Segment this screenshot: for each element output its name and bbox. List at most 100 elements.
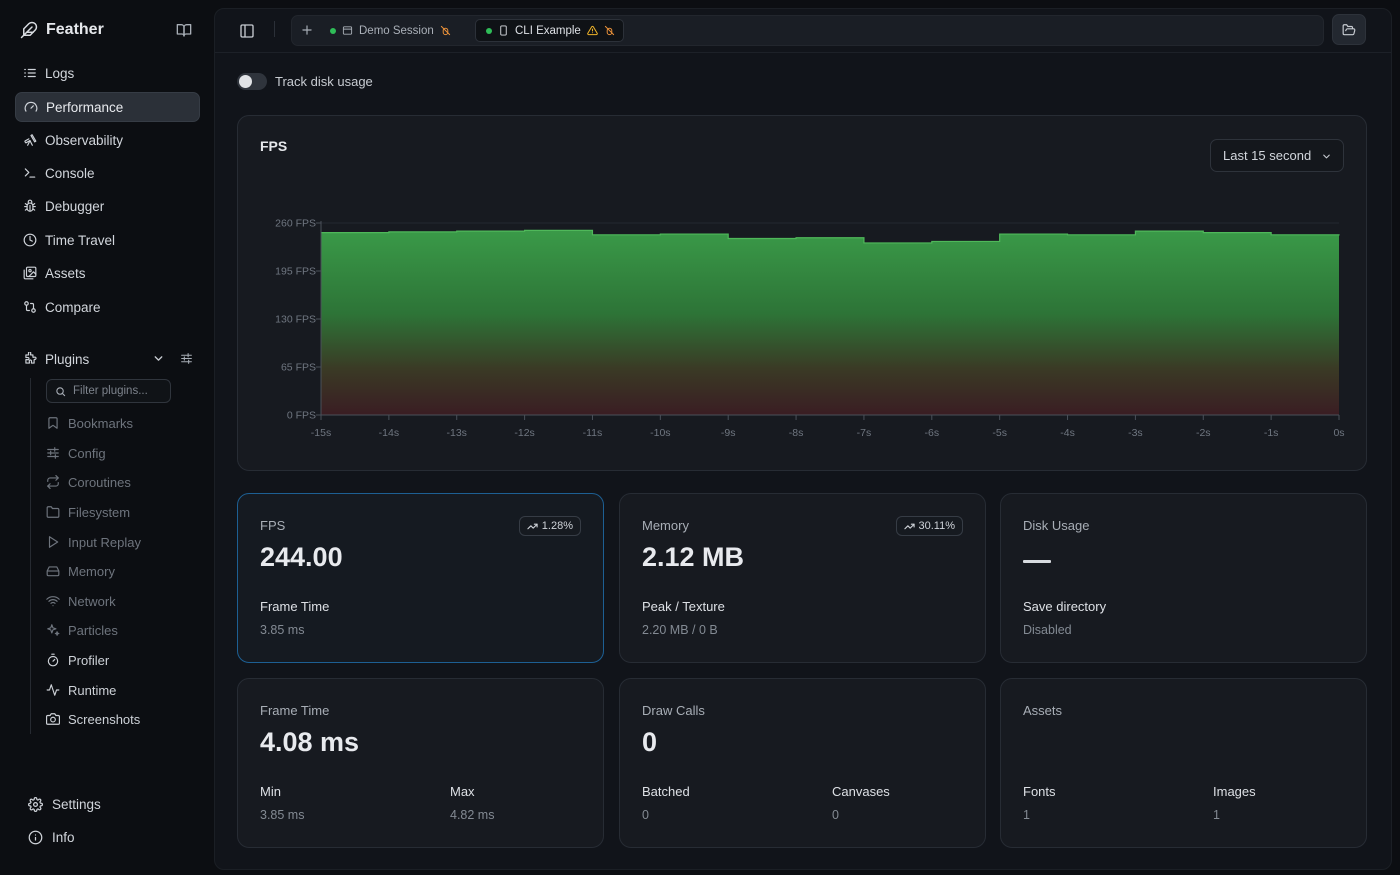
- telescope-icon: [24, 134, 37, 146]
- window-icon: [342, 26, 353, 35]
- trending-up-icon: [527, 523, 538, 529]
- sub-value: 1: [1213, 808, 1220, 822]
- y-tick-label: 195 FPS: [275, 266, 316, 278]
- sidebar: Feather Logs Performance Observability C…: [0, 0, 214, 875]
- activity-icon: [46, 684, 60, 696]
- sub-label: Images: [1213, 784, 1256, 799]
- plugin-label: Memory: [68, 563, 115, 579]
- nav-label: Console: [45, 165, 95, 181]
- plugin-item-bookmarks[interactable]: Bookmarks: [46, 411, 133, 435]
- settings-link[interactable]: Settings: [28, 792, 101, 816]
- tab-demo-session[interactable]: Demo Session: [320, 19, 459, 42]
- nav-item-observability[interactable]: Observability: [15, 125, 200, 155]
- info-link[interactable]: Info: [28, 825, 75, 849]
- sub-value: 2.20 MB / 0 B: [642, 623, 718, 637]
- x-tick-label: -12s: [514, 427, 534, 439]
- time-range-select[interactable]: Last 15 second: [1210, 139, 1344, 172]
- chart-area-layer: [321, 229, 1340, 415]
- nav-item-debugger[interactable]: Debugger: [15, 191, 200, 221]
- stat-label: Disk Usage: [1023, 518, 1090, 533]
- x-tick-label: -3s: [1128, 427, 1143, 439]
- y-tick-label: 260 FPS: [275, 218, 316, 230]
- nav-label: Logs: [45, 65, 75, 81]
- trend-badge: 30.11%: [895, 516, 963, 536]
- plugin-label: Filesystem: [68, 504, 131, 520]
- plugin-filter-input[interactable]: [73, 385, 168, 397]
- plus-icon[interactable]: [300, 23, 314, 37]
- wifi-icon: [46, 596, 60, 607]
- trend-badge: 1.28%: [518, 516, 581, 536]
- images-icon: [23, 266, 37, 280]
- toggle-switch[interactable]: [237, 73, 267, 90]
- stat-card-frame-time: Frame Time 4.08 ms Min 3.85 ms Max 4.82 …: [237, 678, 604, 848]
- gear-icon: [28, 796, 43, 812]
- stat-card-fps: FPS 1.28% 244.00 Frame Time 3.85 ms: [237, 493, 604, 663]
- sub-label: Canvases: [832, 784, 890, 799]
- nav-item-assets[interactable]: Assets: [15, 258, 200, 288]
- plugin-item-particles[interactable]: Particles: [46, 618, 118, 642]
- tab-cli-example[interactable]: CLI Example: [475, 19, 624, 42]
- sliders-icon[interactable]: [180, 352, 193, 365]
- nav-label: Performance: [46, 99, 124, 115]
- plugin-item-config[interactable]: Config: [46, 441, 106, 465]
- open-folder-button[interactable]: [1332, 14, 1366, 45]
- nav-item-console[interactable]: Console: [15, 158, 200, 188]
- stat-card-draw-calls: Draw Calls 0 Batched 0 Canvases 0: [619, 678, 986, 848]
- plugin-label: Bookmarks: [68, 415, 134, 431]
- x-tick-label: -13s: [447, 427, 467, 439]
- sub-value: 4.82 ms: [450, 808, 495, 822]
- x-tick-label: -7s: [857, 427, 872, 439]
- plugin-item-filesystem[interactable]: Filesystem: [46, 500, 130, 524]
- track-disk-toggle[interactable]: Track disk usage: [237, 73, 373, 90]
- session-tabs: Demo Session CLI Example: [291, 15, 1324, 46]
- plugin-item-runtime[interactable]: Runtime: [46, 678, 116, 702]
- stat-label: Frame Time: [260, 703, 330, 718]
- brand[interactable]: Feather: [20, 18, 104, 42]
- warning-icon: [587, 25, 598, 36]
- plugin-filter[interactable]: [46, 379, 171, 403]
- plugin-item-profiler[interactable]: Profiler: [46, 648, 109, 672]
- folder-open-icon: [1342, 23, 1356, 35]
- nav-item-time-travel[interactable]: Time Travel: [15, 225, 200, 255]
- chart-axes: 0 FPS 65 FPS 130 FPS 195 FPS 260 FPS -15s -14s…: [275, 218, 1344, 440]
- sub-label: Peak / Texture: [642, 599, 725, 614]
- feather-icon: [20, 21, 38, 39]
- sliders-icon: [47, 447, 59, 459]
- plugin-item-memory[interactable]: Memory: [46, 559, 115, 583]
- book-open-icon[interactable]: [176, 22, 192, 38]
- plugin-label: Profiler: [68, 652, 110, 668]
- puzzle-icon: [25, 352, 37, 364]
- plugin-item-network[interactable]: Network: [46, 589, 116, 613]
- terminal-icon: [24, 168, 36, 178]
- toolbar-divider: [274, 21, 275, 37]
- sub-label: Fonts: [1023, 784, 1056, 799]
- panel-left-icon[interactable]: [239, 23, 255, 39]
- plugin-item-screenshots[interactable]: Screenshots: [46, 707, 140, 731]
- nav-label: Time Travel: [45, 232, 116, 248]
- plugin-item-input-replay[interactable]: Input Replay: [46, 530, 141, 554]
- stat-card-memory: Memory 30.11% 2.12 MB Peak / Texture 2.2…: [619, 493, 986, 663]
- nav-item-logs[interactable]: Logs: [15, 58, 200, 88]
- stat-card-assets: Assets Fonts 1 Images 1: [1000, 678, 1367, 848]
- clock-icon: [23, 233, 37, 247]
- y-tick-label: 0 FPS: [287, 410, 316, 422]
- x-tick-label: -2s: [1196, 427, 1211, 439]
- plugin-label: Runtime: [68, 682, 117, 698]
- plugins-section-header[interactable]: Plugins: [15, 344, 200, 374]
- status-dot: [330, 27, 336, 34]
- chevron-down-icon: [1323, 154, 1330, 159]
- brand-name: Feather: [46, 21, 104, 38]
- x-tick-label: 0s: [1333, 427, 1344, 439]
- stat-label: Draw Calls: [642, 703, 705, 718]
- bug-icon: [24, 199, 36, 212]
- nav-label: Assets: [45, 265, 86, 281]
- plugin-item-coroutines[interactable]: Coroutines: [46, 470, 131, 494]
- sub-value: 0: [832, 808, 839, 822]
- sub-label: Save directory: [1023, 599, 1107, 614]
- nav-item-compare[interactable]: Compare: [15, 292, 200, 322]
- git-compare-icon: [24, 301, 36, 313]
- chevron-down-icon[interactable]: [152, 352, 165, 365]
- x-tick-label: -10s: [650, 427, 670, 439]
- nav-item-performance[interactable]: Performance: [15, 92, 200, 122]
- nav-label: Observability: [45, 132, 124, 148]
